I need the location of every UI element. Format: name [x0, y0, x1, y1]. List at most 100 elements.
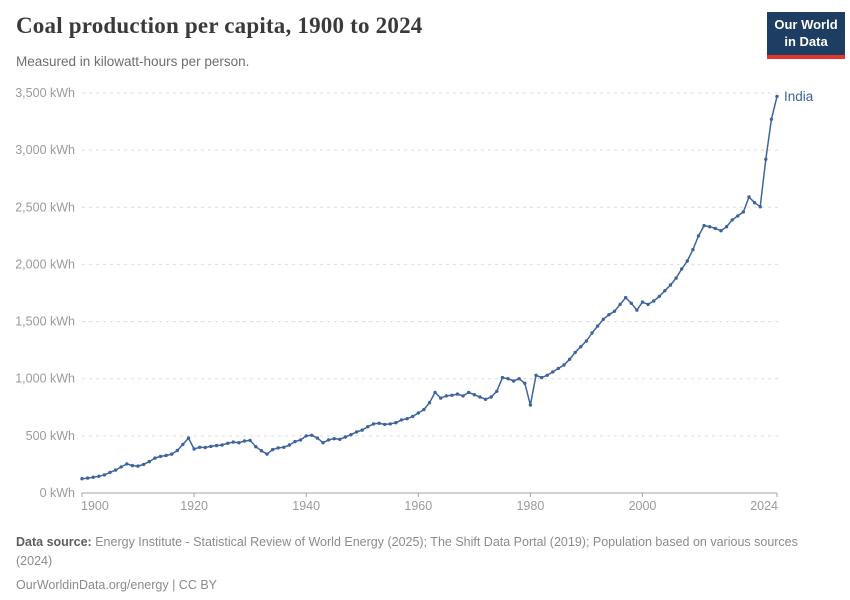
data-point[interactable]: [584, 339, 589, 343]
data-point[interactable]: [595, 324, 600, 328]
data-point[interactable]: [764, 157, 768, 161]
data-point[interactable]: [489, 395, 493, 399]
data-point[interactable]: [646, 302, 650, 307]
data-point[interactable]: [388, 422, 392, 426]
data-point[interactable]: [287, 443, 292, 447]
data-point[interactable]: [511, 379, 516, 383]
data-point[interactable]: [248, 438, 252, 443]
data-point[interactable]: [170, 452, 174, 456]
data-point[interactable]: [326, 438, 331, 442]
data-point[interactable]: [102, 473, 107, 477]
data-point[interactable]: [747, 195, 751, 199]
data-point[interactable]: [91, 475, 95, 479]
data-point[interactable]: [338, 437, 342, 441]
data-point[interactable]: [724, 225, 729, 229]
data-point[interactable]: [775, 94, 779, 99]
data-point[interactable]: [612, 309, 617, 313]
data-point[interactable]: [439, 396, 443, 400]
license-link[interactable]: OurWorldinData.org/energy | CC BY: [16, 577, 218, 592]
data-point[interactable]: [752, 201, 757, 205]
data-point[interactable]: [147, 459, 151, 464]
data-point[interactable]: [354, 430, 359, 434]
data-point[interactable]: [209, 444, 213, 449]
data-point[interactable]: [265, 452, 269, 456]
data-point[interactable]: [321, 441, 325, 445]
data-point[interactable]: [259, 449, 264, 453]
data-point[interactable]: [567, 357, 572, 361]
data-point[interactable]: [198, 445, 202, 449]
data-point[interactable]: [130, 463, 135, 468]
data-point[interactable]: [203, 445, 207, 450]
data-point[interactable]: [657, 294, 661, 299]
data-point[interactable]: [523, 381, 527, 385]
data-point[interactable]: [97, 474, 101, 478]
data-point[interactable]: [674, 276, 678, 280]
data-point[interactable]: [192, 447, 196, 451]
data-point[interactable]: [80, 477, 84, 481]
data-point[interactable]: [517, 377, 521, 381]
series-label-india[interactable]: India: [784, 89, 814, 104]
data-point[interactable]: [276, 446, 280, 450]
data-point[interactable]: [181, 442, 185, 447]
data-point[interactable]: [136, 464, 140, 468]
data-point[interactable]: [545, 373, 549, 377]
data-point[interactable]: [528, 403, 533, 407]
data-point[interactable]: [635, 308, 639, 312]
data-point[interactable]: [293, 439, 297, 444]
data-point[interactable]: [304, 434, 308, 438]
data-point[interactable]: [573, 350, 577, 355]
data-point[interactable]: [685, 259, 689, 263]
data-point[interactable]: [158, 454, 163, 459]
data-point[interactable]: [282, 445, 286, 449]
data-point[interactable]: [556, 366, 561, 371]
data-point[interactable]: [85, 476, 90, 480]
data-point[interactable]: [539, 375, 544, 380]
data-point[interactable]: [478, 395, 482, 399]
data-point[interactable]: [680, 267, 684, 271]
data-point[interactable]: [455, 392, 460, 396]
data-point[interactable]: [360, 428, 364, 432]
data-point[interactable]: [315, 436, 320, 440]
data-point[interactable]: [450, 393, 454, 397]
data-point[interactable]: [562, 363, 566, 367]
data-point[interactable]: [483, 397, 488, 401]
data-point[interactable]: [231, 440, 235, 444]
data-point[interactable]: [125, 462, 129, 466]
data-point[interactable]: [624, 295, 628, 300]
data-point[interactable]: [220, 443, 224, 447]
data-point[interactable]: [741, 210, 746, 214]
data-point[interactable]: [607, 313, 611, 317]
data-point[interactable]: [119, 465, 123, 469]
data-point[interactable]: [467, 390, 471, 395]
data-point[interactable]: [696, 234, 701, 238]
data-point[interactable]: [500, 375, 505, 380]
data-point[interactable]: [758, 205, 762, 209]
data-point[interactable]: [371, 422, 376, 426]
data-point[interactable]: [551, 370, 555, 374]
data-point[interactable]: [270, 447, 275, 452]
data-point[interactable]: [108, 470, 112, 475]
data-point[interactable]: [534, 373, 538, 377]
owid-logo[interactable]: Our World in Data: [767, 12, 845, 59]
data-point[interactable]: [719, 229, 723, 233]
data-line-india[interactable]: [81, 95, 778, 480]
data-point[interactable]: [629, 301, 633, 305]
data-point[interactable]: [579, 345, 583, 349]
data-point[interactable]: [383, 422, 387, 427]
data-point[interactable]: [730, 218, 734, 222]
data-point[interactable]: [691, 247, 695, 252]
data-point[interactable]: [506, 377, 510, 381]
data-point[interactable]: [736, 214, 740, 218]
data-point[interactable]: [242, 439, 247, 443]
data-point[interactable]: [349, 433, 353, 437]
data-point[interactable]: [254, 445, 258, 449]
data-point[interactable]: [366, 425, 370, 429]
data-point[interactable]: [175, 448, 179, 453]
data-point[interactable]: [153, 456, 157, 460]
data-point[interactable]: [444, 394, 448, 398]
data-point[interactable]: [668, 283, 673, 287]
data-point[interactable]: [405, 417, 409, 421]
data-point[interactable]: [186, 436, 191, 440]
data-point[interactable]: [495, 389, 499, 393]
data-point[interactable]: [601, 317, 605, 321]
